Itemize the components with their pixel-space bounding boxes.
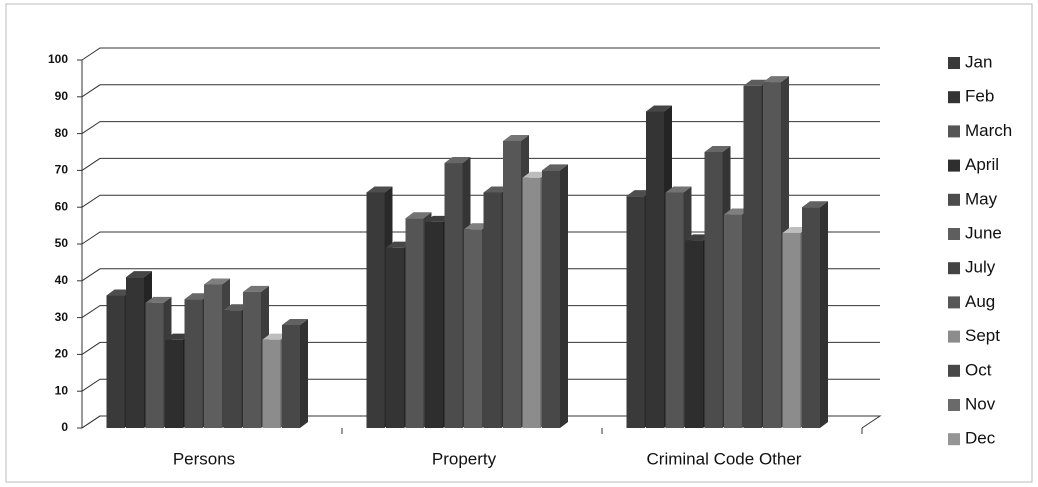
y-tick-label: 80 [55,126,69,140]
bar [743,85,762,428]
legend-label: April [965,155,999,174]
bar [704,152,723,428]
legend-label: June [965,223,1002,242]
grid-line [81,268,880,282]
y-tick-label: 20 [55,347,69,361]
bar-top [126,271,152,278]
y-tick-label: 30 [55,310,69,324]
legend-label: Dec [965,429,996,448]
y-tick-label: 10 [55,383,69,397]
bar [366,192,385,428]
y-tick-label: 40 [55,273,69,287]
bar [145,302,164,428]
legend-label: Jan [965,52,992,71]
legend-swatch [948,296,960,309]
legend-swatch [948,159,960,172]
bar [223,310,242,428]
bar [243,291,261,428]
bar [542,170,560,428]
y-tick-label: 50 [55,236,69,250]
legend-label: March [965,121,1012,140]
legend-label: Aug [965,292,995,311]
x-tick-label: Criminal Code Other [647,449,802,468]
legend-label: Nov [965,394,996,413]
bar [282,324,300,428]
bar-top [542,164,568,171]
grid-line [81,231,880,245]
bar [165,339,183,428]
legend-swatch [948,193,960,206]
grid-line [81,378,880,392]
legend-label: July [965,258,996,277]
y-tick-label: 100 [48,52,68,66]
legend-swatch [948,262,960,275]
frame [5,3,1033,483]
legend-swatch [948,330,960,343]
bar-top [145,296,172,303]
bar-top [503,134,529,141]
bar [626,196,645,428]
bar [646,111,664,429]
bar-top [646,105,672,112]
grid-line [81,305,880,319]
bar [464,229,482,428]
bar-top [204,278,230,285]
legend-swatch [948,57,960,69]
bar-side [300,318,308,428]
bar [802,207,820,428]
legend-label: Feb [965,87,994,106]
bar [503,140,521,428]
bar-top [366,186,393,193]
bar [405,218,424,428]
grid-line [81,47,880,61]
bar [184,299,203,428]
bar-top [704,146,731,152]
bar-top [243,285,269,292]
bar [665,192,684,428]
bar [444,163,463,429]
grid-line [81,194,880,208]
x-tick-label: Persons [173,449,235,468]
bar [106,295,125,428]
y-tick-label: 70 [55,163,69,177]
bar [204,284,222,428]
bar [763,82,781,428]
bar [483,192,502,428]
grid-line [81,341,880,355]
grid-line [81,157,880,171]
bar-top [802,201,828,208]
bar-top [444,157,471,164]
y-tick-label: 90 [55,89,69,103]
legend-swatch [948,399,960,411]
bar [386,247,404,428]
bar-side [560,164,568,428]
grid-line [81,415,880,429]
legend-swatch [948,228,960,240]
legend-swatch [948,433,960,446]
grid-line [81,121,880,135]
bar-top [405,212,432,219]
legend-label: Sept [965,326,1000,345]
x-tick-label: Property [432,449,497,468]
grid-line [81,84,880,98]
legend-label: Oct [965,360,992,379]
y-tick-label: 60 [55,199,69,213]
bar-top [282,318,308,325]
legend-swatch [948,364,960,377]
bar-top [763,76,789,83]
bar-top [665,186,692,193]
legend-swatch [948,125,960,138]
bar [724,214,742,428]
y-tick-label: 0 [61,420,68,434]
bar-side [820,201,828,428]
bar [425,221,443,428]
bar [126,277,144,428]
legend-label: May [965,189,998,208]
bar [262,339,281,428]
bar [782,232,801,428]
legend-swatch [948,91,960,104]
bar [685,240,703,428]
bar [522,177,541,428]
